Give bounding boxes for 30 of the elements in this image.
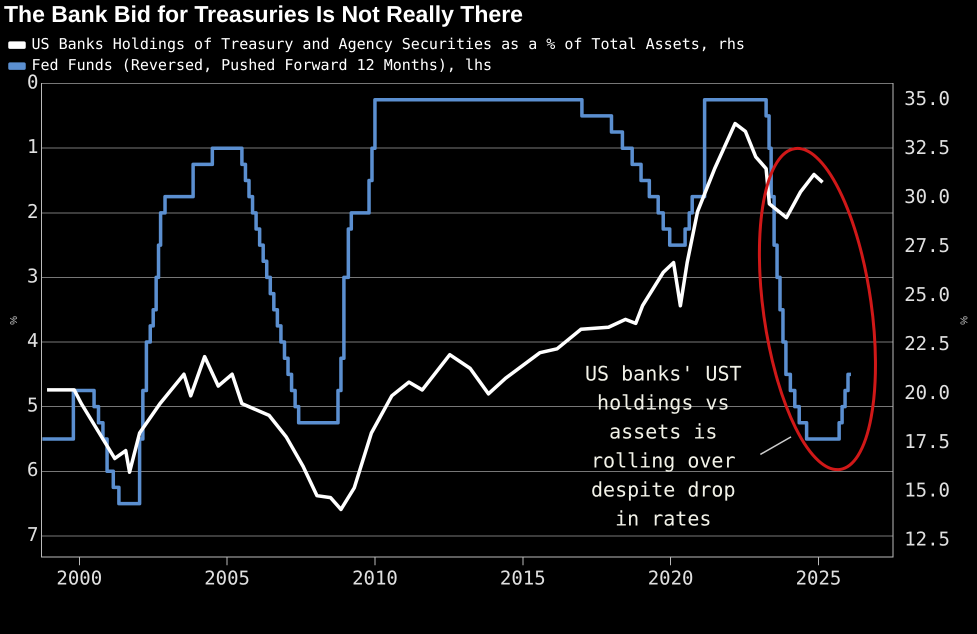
y-tick-label: 4	[26, 330, 38, 352]
y-tick-label: 3	[26, 265, 38, 288]
y2-tick-label: 20.0	[904, 382, 950, 404]
y2-tick-label: 17.5	[904, 430, 950, 453]
legend-label: US Banks Holdings of Treasury and Agency Securities as a % of Total Assets, rhs	[32, 34, 745, 53]
y2-tick-label: 22.5	[904, 332, 950, 355]
x-tick-label: 2015	[500, 568, 546, 590]
annotation: US banks' UST holdings vs assets is rolling over despite drop in rates	[584, 362, 742, 531]
chart-title: The Bank Bid for Treasuries Is Not Really There	[4, 1, 523, 28]
y-tick-label: 5	[26, 394, 38, 417]
y2-tick-label: 35.0	[904, 88, 950, 110]
y2-tick-label: 25.0	[904, 284, 950, 306]
y2-axis-title: %	[957, 316, 968, 325]
y-tick-label: 6	[26, 459, 38, 482]
x-tick-label: 2005	[204, 568, 250, 590]
x-tick-label: 2020	[648, 568, 694, 590]
y2-tick-label: 15.0	[904, 480, 950, 502]
y2-tick-label: 30.0	[904, 186, 950, 208]
x-tick-label: 2000	[56, 568, 102, 590]
x-tick-label: 2025	[796, 568, 842, 590]
y2-tick-label: 32.5	[904, 136, 950, 159]
y2-tick-label: 12.5	[904, 528, 950, 551]
x-tick-label: 2010	[352, 568, 398, 590]
legend-label: Fed Funds (Reversed, Pushed Forward 12 Months), lhs	[32, 56, 492, 74]
y-tick-label: 2	[26, 200, 38, 223]
y-tick-label: 1	[26, 136, 38, 158]
y-tick-label: 7	[26, 524, 38, 546]
y2-tick-label: 27.5	[904, 234, 950, 257]
y-tick-label: 0	[26, 72, 38, 94]
y-axis-title: %	[8, 316, 20, 325]
